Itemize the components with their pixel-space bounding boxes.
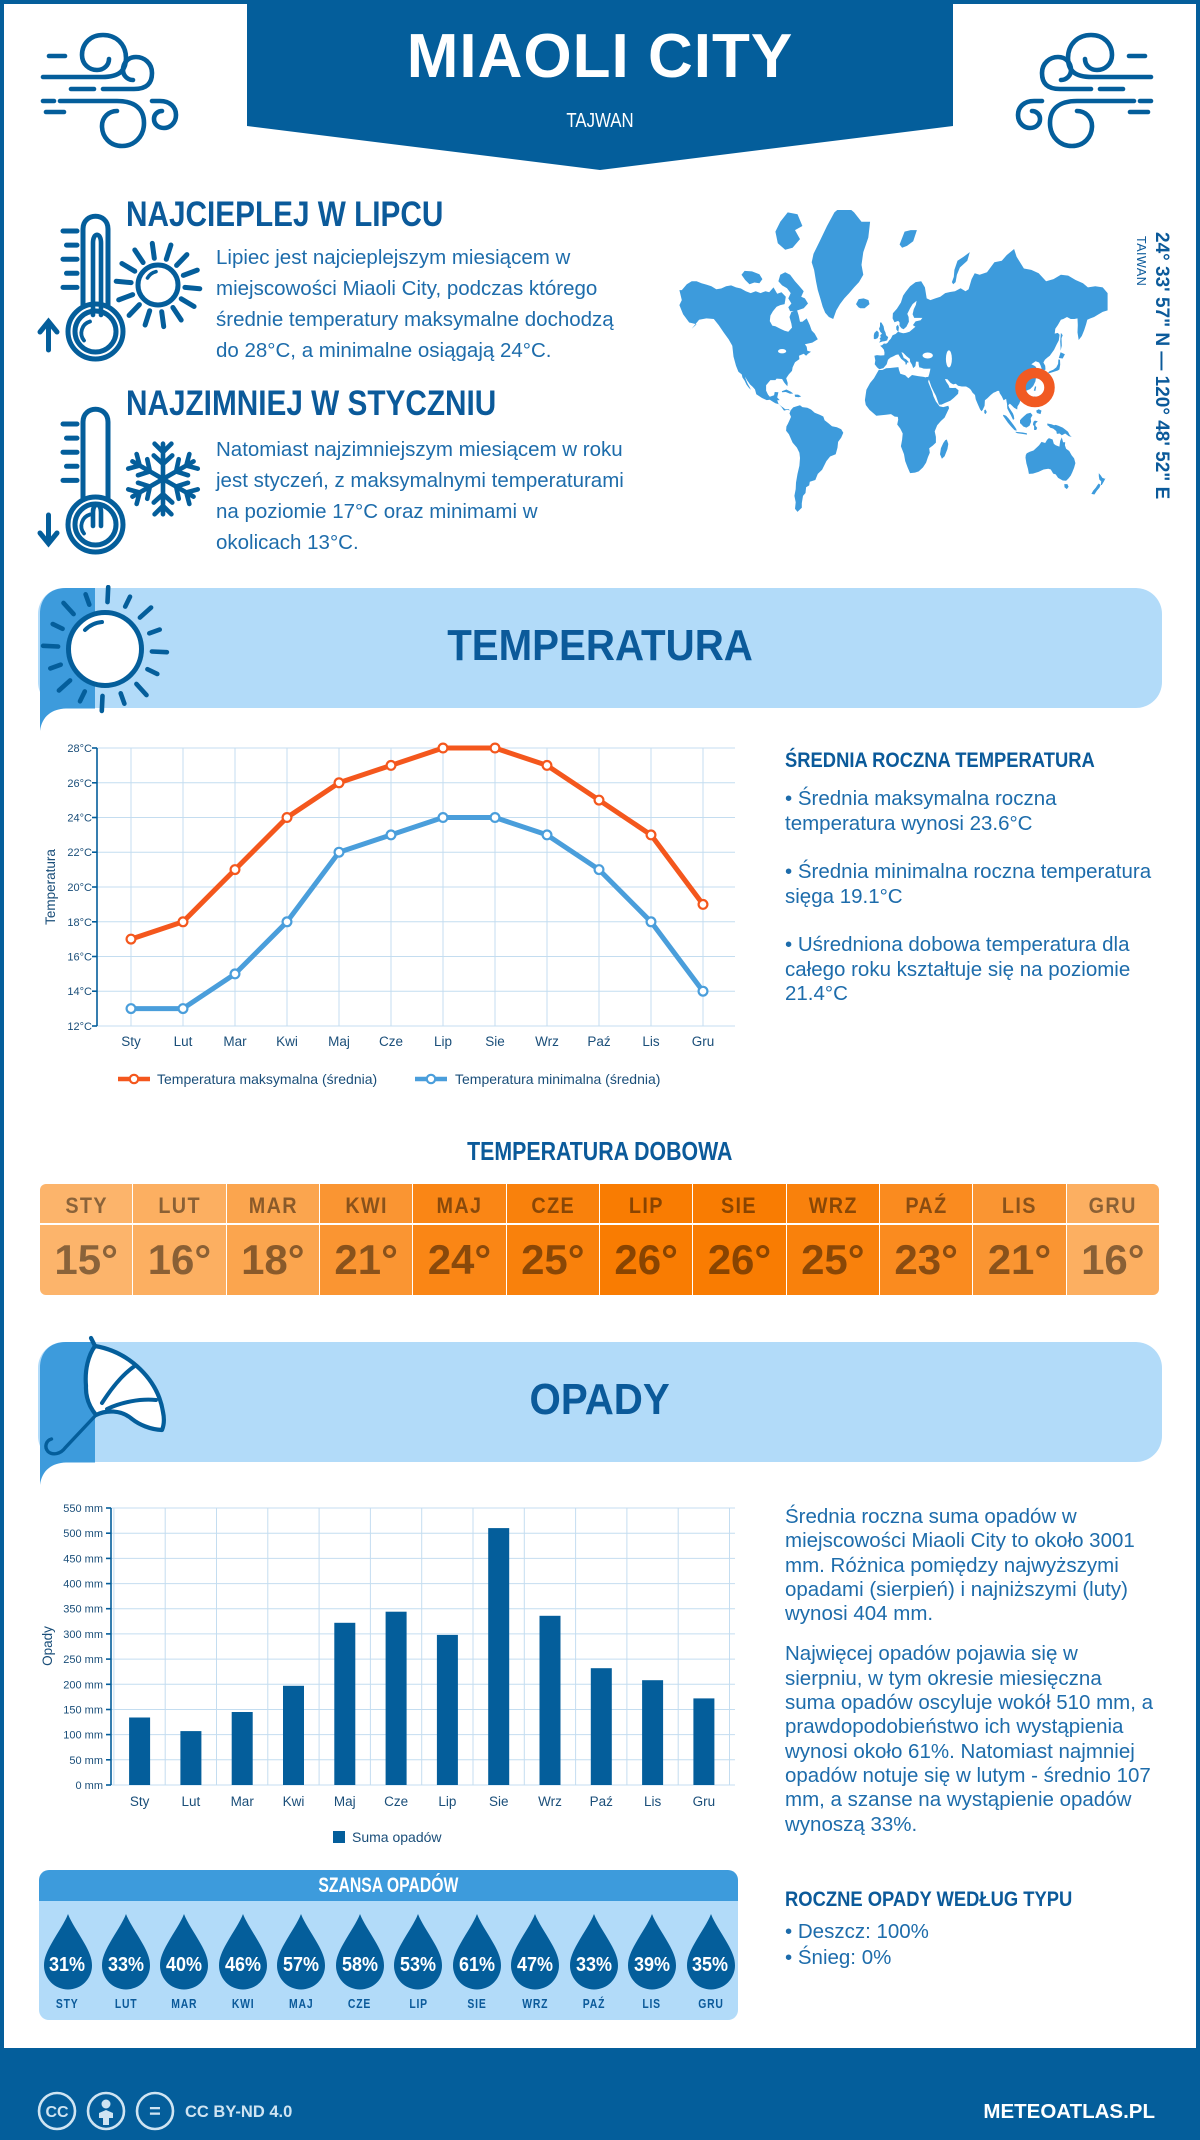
svg-text:Opady: Opady — [40, 1626, 55, 1666]
svg-text:16°C: 16°C — [67, 952, 92, 964]
svg-text:18°C: 18°C — [67, 917, 92, 929]
svg-text:Temperatura: Temperatura — [43, 849, 58, 925]
svg-text:Temperatura maksymalna (średni: Temperatura maksymalna (średnia) — [157, 1071, 377, 1087]
svg-text:Lip: Lip — [434, 1034, 452, 1049]
svg-text:100 mm: 100 mm — [63, 1730, 103, 1742]
svg-text:Lis: Lis — [644, 1794, 662, 1809]
svg-text:550 mm: 550 mm — [63, 1503, 103, 1515]
svg-text:450 mm: 450 mm — [63, 1553, 103, 1565]
svg-text:0 mm: 0 mm — [76, 1780, 104, 1792]
svg-text:Suma opadów: Suma opadów — [352, 1829, 442, 1845]
svg-text:CC: CC — [45, 2104, 69, 2121]
svg-text:Mar: Mar — [223, 1034, 247, 1049]
svg-text:20°C: 20°C — [67, 882, 92, 894]
svg-text:Kwi: Kwi — [276, 1034, 298, 1049]
svg-text:200 mm: 200 mm — [63, 1679, 103, 1691]
svg-text:METEOATLAS.PL: METEOATLAS.PL — [983, 2100, 1155, 2123]
svg-text:250 mm: 250 mm — [63, 1654, 103, 1666]
svg-text:350 mm: 350 mm — [63, 1604, 103, 1616]
svg-text:Maj: Maj — [334, 1794, 356, 1809]
svg-text:CC BY-ND 4.0: CC BY-ND 4.0 — [185, 2103, 292, 2121]
svg-text:Sie: Sie — [489, 1794, 509, 1809]
svg-text:500 mm: 500 mm — [63, 1528, 103, 1540]
svg-text:150 mm: 150 mm — [63, 1705, 103, 1717]
svg-text:Wrz: Wrz — [538, 1794, 562, 1809]
svg-text:Cze: Cze — [379, 1034, 403, 1049]
svg-text:12°C: 12°C — [67, 1021, 92, 1033]
svg-text:Cze: Cze — [384, 1794, 408, 1809]
svg-text:Kwi: Kwi — [283, 1794, 305, 1809]
svg-text:400 mm: 400 mm — [63, 1579, 103, 1591]
svg-text:Wrz: Wrz — [535, 1034, 559, 1049]
svg-text:Gru: Gru — [692, 1034, 715, 1049]
svg-text:300 mm: 300 mm — [63, 1629, 103, 1641]
svg-text:Paź: Paź — [590, 1794, 614, 1809]
svg-text:24°C: 24°C — [67, 813, 92, 825]
svg-text:Lis: Lis — [642, 1034, 660, 1049]
svg-text:=: = — [149, 2101, 161, 2123]
svg-text:Lip: Lip — [438, 1794, 456, 1809]
svg-text:Gru: Gru — [693, 1794, 716, 1809]
svg-text:Lut: Lut — [174, 1034, 193, 1049]
svg-text:14°C: 14°C — [67, 986, 92, 998]
svg-text:Temperatura minimalna (średnia: Temperatura minimalna (średnia) — [455, 1071, 660, 1087]
svg-text:Sty: Sty — [130, 1794, 150, 1809]
svg-text:26°C: 26°C — [67, 778, 92, 790]
svg-text:50 mm: 50 mm — [69, 1755, 103, 1767]
svg-text:28°C: 28°C — [67, 743, 92, 755]
svg-text:Sie: Sie — [485, 1034, 505, 1049]
svg-text:Sty: Sty — [121, 1034, 141, 1049]
svg-text:22°C: 22°C — [67, 847, 92, 859]
svg-text:Maj: Maj — [328, 1034, 350, 1049]
svg-text:Paź: Paź — [587, 1034, 611, 1049]
svg-text:Mar: Mar — [231, 1794, 255, 1809]
svg-text:Lut: Lut — [182, 1794, 201, 1809]
